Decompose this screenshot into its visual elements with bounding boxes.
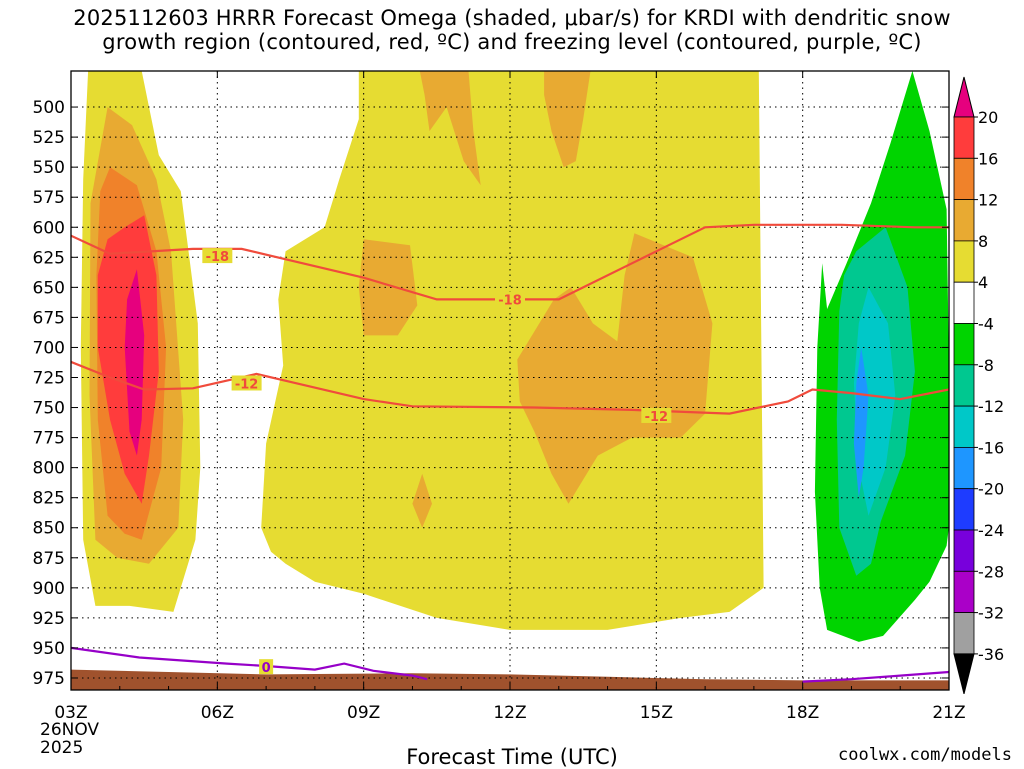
colorbar-swatch — [953, 240, 975, 283]
colorbar-label: -12 — [978, 397, 1004, 416]
contour-label-bg — [231, 375, 262, 391]
y-tick-label: 950 — [33, 639, 65, 659]
y-tick-label: 700 — [33, 338, 65, 358]
contour-label-bg — [495, 291, 525, 307]
contour-label: -12 — [645, 410, 669, 425]
contour-label: 0 — [262, 661, 271, 676]
colorbar-label: -24 — [978, 521, 1004, 540]
colorbar-label: 16 — [978, 149, 998, 168]
y-tick-label: 975 — [33, 669, 65, 689]
colorbar-label: -4 — [978, 315, 994, 334]
colorbar-label: -8 — [978, 356, 994, 375]
colorbar: 20 16 12 8 4 -4 -8 -12 -16 -20 -24 -28 -32 -36 — [953, 76, 1004, 695]
y-tick-label: 875 — [33, 549, 65, 569]
omega-region-w8-8 — [358, 239, 418, 336]
terrain-below-ground — [71, 669, 949, 690]
y-tick-label: 525 — [33, 128, 65, 148]
contours: -18 -18 -12 -12 0 — [71, 223, 949, 683]
contour-label: -18 — [498, 293, 522, 308]
y-tick-label: 600 — [33, 218, 65, 238]
y-tick-label: 575 — [33, 188, 65, 208]
omega-region-w20-4 — [124, 269, 145, 456]
x-tick-label: 03Z — [54, 703, 87, 723]
colorbar-swatch — [953, 570, 975, 613]
y-axis: 500 525 550 575 600 625 650 675 700 725 750 775 800 8… — [33, 98, 949, 689]
colorbar-label: 20 — [978, 108, 998, 127]
x-tick-label: 21Z — [932, 703, 965, 723]
y-tick-label: 775 — [33, 429, 65, 449]
x-axis-title: Forecast Time (UTC) — [406, 745, 618, 769]
grid-lines — [71, 71, 949, 690]
colorbar-swatch — [953, 116, 975, 159]
y-tick-label: 550 — [33, 158, 65, 178]
y-tick-label: 900 — [33, 579, 65, 599]
omega-region-w4-5 — [261, 71, 764, 630]
terrain-fill — [71, 669, 949, 690]
colorbar-swatch — [953, 529, 975, 572]
colorbar-label: -28 — [978, 562, 1004, 581]
omega-region-m12-13 — [853, 287, 896, 516]
y-tick-label: 850 — [33, 519, 65, 539]
isotherm-minus12 — [71, 360, 949, 415]
source-credit: coolwx.com/models — [838, 745, 1012, 765]
x-tick-label: 18Z — [786, 703, 819, 723]
y-tick-label: 750 — [33, 399, 65, 419]
contour-label: -18 — [206, 250, 230, 265]
isotherm-minus18 — [71, 223, 949, 301]
contour-label-bg — [641, 407, 672, 423]
y-tick-label: 675 — [33, 308, 65, 328]
colorbar-swatch — [953, 364, 975, 407]
colorbar-label: 4 — [978, 273, 988, 292]
contour-label-bg — [259, 659, 274, 675]
y-tick-label: 925 — [33, 609, 65, 629]
omega-region-w8-6 — [419, 71, 481, 186]
colorbar-arrow-top — [953, 76, 975, 118]
omega-region-w8-9 — [517, 233, 713, 504]
x-tick-label: 06Z — [201, 703, 234, 723]
y-tick-label: 825 — [33, 489, 65, 509]
chart-title-line-1: 2025112603 HRRR Forecast Omega (shaded, … — [73, 6, 951, 30]
colorbar-label: 8 — [978, 232, 988, 251]
colorbar-swatch — [953, 446, 975, 490]
y-tick-label: 650 — [33, 278, 65, 298]
y-tick-label: 800 — [33, 459, 65, 479]
omega-shading — [80, 71, 949, 642]
y-tick-label: 725 — [33, 368, 65, 388]
contour-label-bg — [202, 248, 233, 264]
x-axis: 03Z 06Z 09Z 12Z 15Z 18Z 21Z — [54, 71, 966, 723]
omega-region-m16-14 — [853, 347, 869, 498]
omega-region-w8-10 — [412, 473, 432, 528]
x-tick-label: 15Z — [640, 703, 673, 723]
colorbar-label: -20 — [978, 480, 1004, 499]
colorbar-label: -32 — [978, 604, 1004, 623]
colorbar-swatch — [953, 405, 975, 448]
colorbar-label: 12 — [978, 191, 998, 210]
freezing-level-contour-right — [802, 670, 949, 683]
y-tick-label: 625 — [33, 248, 65, 268]
x-tick-label: 12Z — [493, 703, 526, 723]
colorbar-arrow-bottom — [953, 653, 975, 695]
colorbar-label: -16 — [978, 438, 1004, 457]
contour-label: -12 — [235, 378, 259, 393]
date-label-day: 26NOV — [40, 720, 100, 740]
freezing-level-contour — [71, 646, 428, 681]
colorbar-swatch — [953, 612, 975, 655]
colorbar-swatch — [953, 281, 975, 324]
colorbar-swatch — [953, 157, 975, 201]
colorbar-swatch — [953, 488, 975, 531]
colorbar-swatch — [953, 199, 975, 242]
date-label-year: 2025 — [40, 738, 84, 758]
x-tick-label: 09Z — [347, 703, 380, 723]
chart-title-line-2: growth region (contoured, red, ºC) and f… — [102, 30, 922, 54]
colorbar-label: -36 — [978, 645, 1004, 664]
omega-region-w8-7 — [544, 71, 591, 168]
y-tick-label: 500 — [33, 98, 65, 118]
colorbar-swatch — [953, 323, 975, 366]
